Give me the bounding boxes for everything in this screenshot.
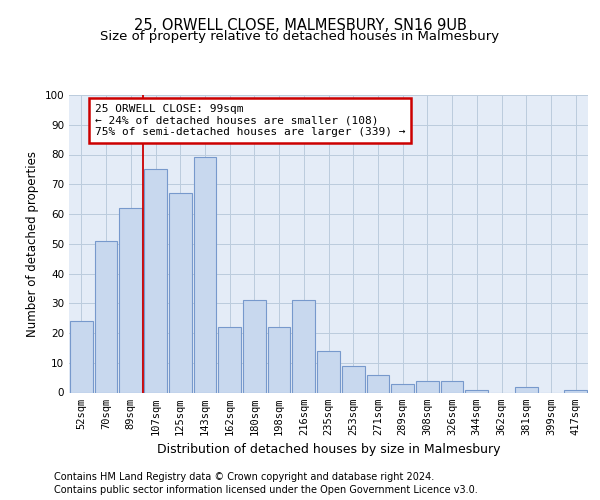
Bar [391, 384, 414, 392]
Bar [367, 374, 389, 392]
Bar [243, 300, 266, 392]
Bar [194, 158, 216, 392]
Bar [416, 380, 439, 392]
Bar [70, 321, 93, 392]
X-axis label: Distribution of detached houses by size in Malmesbury: Distribution of detached houses by size … [157, 443, 500, 456]
Bar [564, 390, 587, 392]
Bar [268, 327, 290, 392]
Y-axis label: Number of detached properties: Number of detached properties [26, 151, 39, 337]
Bar [169, 193, 191, 392]
Text: Size of property relative to detached houses in Malmesbury: Size of property relative to detached ho… [100, 30, 500, 43]
Bar [95, 241, 118, 392]
Bar [119, 208, 142, 392]
Bar [292, 300, 315, 392]
Bar [144, 170, 167, 392]
Text: 25 ORWELL CLOSE: 99sqm
← 24% of detached houses are smaller (108)
75% of semi-de: 25 ORWELL CLOSE: 99sqm ← 24% of detached… [95, 104, 406, 137]
Text: 25, ORWELL CLOSE, MALMESBURY, SN16 9UB: 25, ORWELL CLOSE, MALMESBURY, SN16 9UB [134, 18, 466, 32]
Bar [466, 390, 488, 392]
Text: Contains HM Land Registry data © Crown copyright and database right 2024.: Contains HM Land Registry data © Crown c… [54, 472, 434, 482]
Bar [218, 327, 241, 392]
Bar [342, 366, 365, 392]
Bar [515, 386, 538, 392]
Bar [441, 380, 463, 392]
Text: Contains public sector information licensed under the Open Government Licence v3: Contains public sector information licen… [54, 485, 478, 495]
Bar [317, 351, 340, 393]
